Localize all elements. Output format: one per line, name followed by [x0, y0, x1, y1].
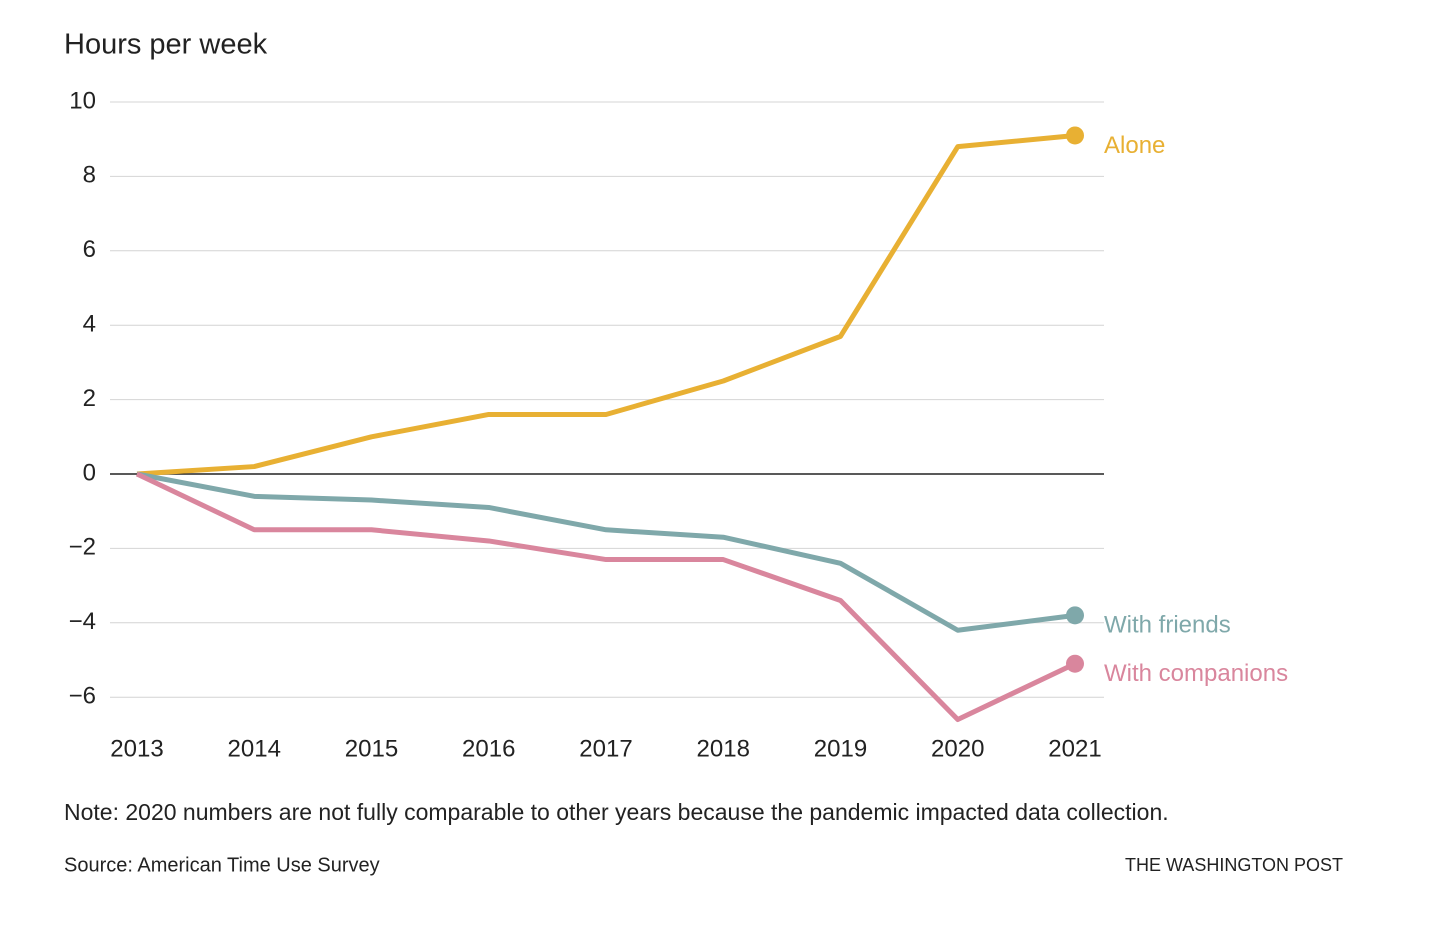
end-dot: [1066, 126, 1084, 145]
x-tick-label: 2021: [1048, 735, 1101, 762]
x-tick-label: 2019: [814, 735, 867, 762]
x-tick-label: 2015: [345, 735, 398, 762]
y-tick-label: 6: [83, 236, 96, 263]
y-tick-label: −2: [69, 534, 96, 561]
x-tick-label: 2018: [697, 735, 750, 762]
series-label: With friends: [1104, 612, 1231, 639]
series-line: [136, 471, 1076, 633]
end-dot: [1066, 654, 1084, 673]
credit: THE WASHINGTON POST: [1125, 855, 1343, 875]
x-tick-label: 2017: [579, 735, 632, 762]
y-tick-label: −4: [69, 608, 96, 635]
y-axis-title: Hours per week: [64, 29, 268, 61]
series-line: [136, 132, 1076, 477]
y-tick-label: 2: [83, 385, 96, 412]
x-tick-label: 2016: [462, 735, 515, 762]
series-label: With companions: [1104, 660, 1288, 687]
y-tick-label: 4: [83, 311, 96, 338]
y-tick-label: 0: [83, 459, 96, 486]
x-tick-label: 2020: [931, 735, 984, 762]
y-tick-label: −6: [69, 683, 96, 710]
y-tick-label: 8: [83, 162, 96, 189]
x-tick-label: 2013: [110, 735, 163, 762]
end-dot: [1066, 606, 1084, 625]
source: Source: American Time Use Survey: [64, 854, 380, 876]
x-tick-label: 2014: [228, 735, 281, 762]
series-line: [135, 471, 1077, 723]
series-label: Alone: [1104, 132, 1165, 159]
note: Note: 2020 numbers are not fully compara…: [64, 799, 1169, 825]
y-tick-label: 10: [69, 87, 96, 114]
